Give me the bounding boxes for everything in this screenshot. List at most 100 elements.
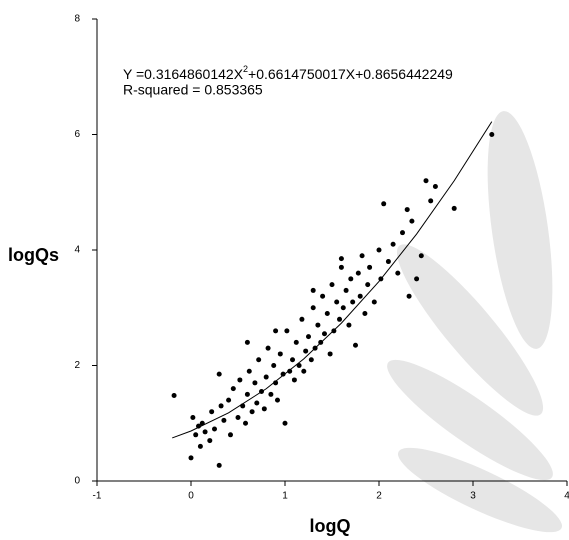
point — [306, 334, 311, 340]
point — [207, 438, 213, 444]
y-tick-label: 0 — [74, 476, 80, 487]
point — [390, 241, 396, 247]
point — [359, 253, 365, 259]
point — [395, 270, 401, 276]
watermark — [387, 111, 563, 533]
point — [196, 423, 202, 429]
point — [254, 400, 260, 406]
r-squared: R-squared = 0.853365 — [123, 82, 263, 98]
x-tick-label: 4 — [564, 491, 569, 502]
point — [423, 178, 429, 184]
point — [221, 417, 227, 423]
point — [321, 331, 327, 337]
point — [414, 276, 420, 282]
point — [312, 345, 318, 351]
point — [282, 420, 288, 426]
point — [303, 348, 309, 354]
point — [367, 264, 373, 270]
point — [256, 357, 262, 363]
point — [310, 305, 316, 311]
point — [280, 371, 286, 377]
point — [340, 305, 346, 311]
point — [216, 462, 222, 468]
point — [235, 414, 241, 420]
point — [244, 391, 250, 397]
point — [376, 247, 382, 253]
point — [190, 414, 196, 420]
x-tick-label: 3 — [470, 491, 476, 502]
point — [243, 420, 249, 426]
point — [409, 218, 415, 224]
point — [226, 397, 232, 403]
point — [277, 351, 283, 357]
point — [320, 293, 326, 299]
y-tick-label: 6 — [74, 129, 80, 140]
equation: Y =0.3164860142X2+0.6614750017X+0.865644… — [123, 64, 453, 81]
point — [273, 328, 279, 334]
point — [350, 299, 356, 305]
y-tick-label: 2 — [74, 360, 80, 371]
point — [261, 406, 267, 412]
x-tick-label: -1 — [93, 491, 102, 502]
point — [263, 374, 269, 380]
point — [365, 282, 371, 288]
point — [188, 455, 194, 461]
point — [362, 311, 368, 317]
y-tick-label: 8 — [74, 14, 80, 25]
point — [244, 339, 250, 345]
point — [331, 328, 337, 334]
point — [378, 276, 384, 282]
point — [218, 403, 224, 409]
point — [216, 371, 222, 377]
point — [301, 368, 307, 374]
point — [343, 287, 349, 293]
equation-part: Y =0.3164860142X — [123, 66, 244, 82]
point — [265, 345, 271, 351]
point — [357, 293, 363, 299]
point — [299, 316, 305, 322]
point — [371, 299, 377, 305]
point — [197, 443, 203, 449]
point — [212, 426, 217, 432]
point — [381, 201, 387, 207]
point — [451, 205, 457, 211]
point — [338, 256, 344, 262]
point — [284, 328, 290, 334]
point — [329, 282, 335, 288]
point — [296, 363, 302, 368]
point — [209, 409, 215, 415]
point — [324, 311, 330, 317]
equation-exponent: 2 — [243, 64, 248, 74]
x-tick-label: 0 — [188, 491, 194, 502]
x-tick-label: 1 — [282, 491, 288, 502]
point — [171, 393, 177, 399]
equation-part: +0.6614750017X+0.8656442249 — [248, 66, 453, 82]
point — [249, 409, 255, 415]
point — [290, 357, 296, 363]
point — [353, 342, 358, 348]
point — [346, 322, 352, 328]
point — [310, 287, 316, 293]
point — [274, 397, 280, 403]
point — [337, 316, 343, 322]
point — [318, 339, 324, 345]
point — [489, 132, 495, 137]
point — [418, 253, 424, 259]
point — [199, 420, 205, 426]
point — [227, 432, 233, 438]
point — [385, 259, 391, 265]
point — [287, 368, 293, 374]
point — [202, 429, 208, 435]
point — [293, 339, 299, 345]
point — [327, 351, 333, 357]
point — [308, 357, 314, 363]
point — [273, 380, 279, 386]
point — [259, 388, 264, 394]
point — [334, 299, 340, 305]
point — [404, 207, 410, 213]
point — [271, 363, 277, 368]
x-tick-label: 2 — [376, 491, 382, 502]
point — [432, 183, 438, 189]
point — [268, 391, 274, 397]
